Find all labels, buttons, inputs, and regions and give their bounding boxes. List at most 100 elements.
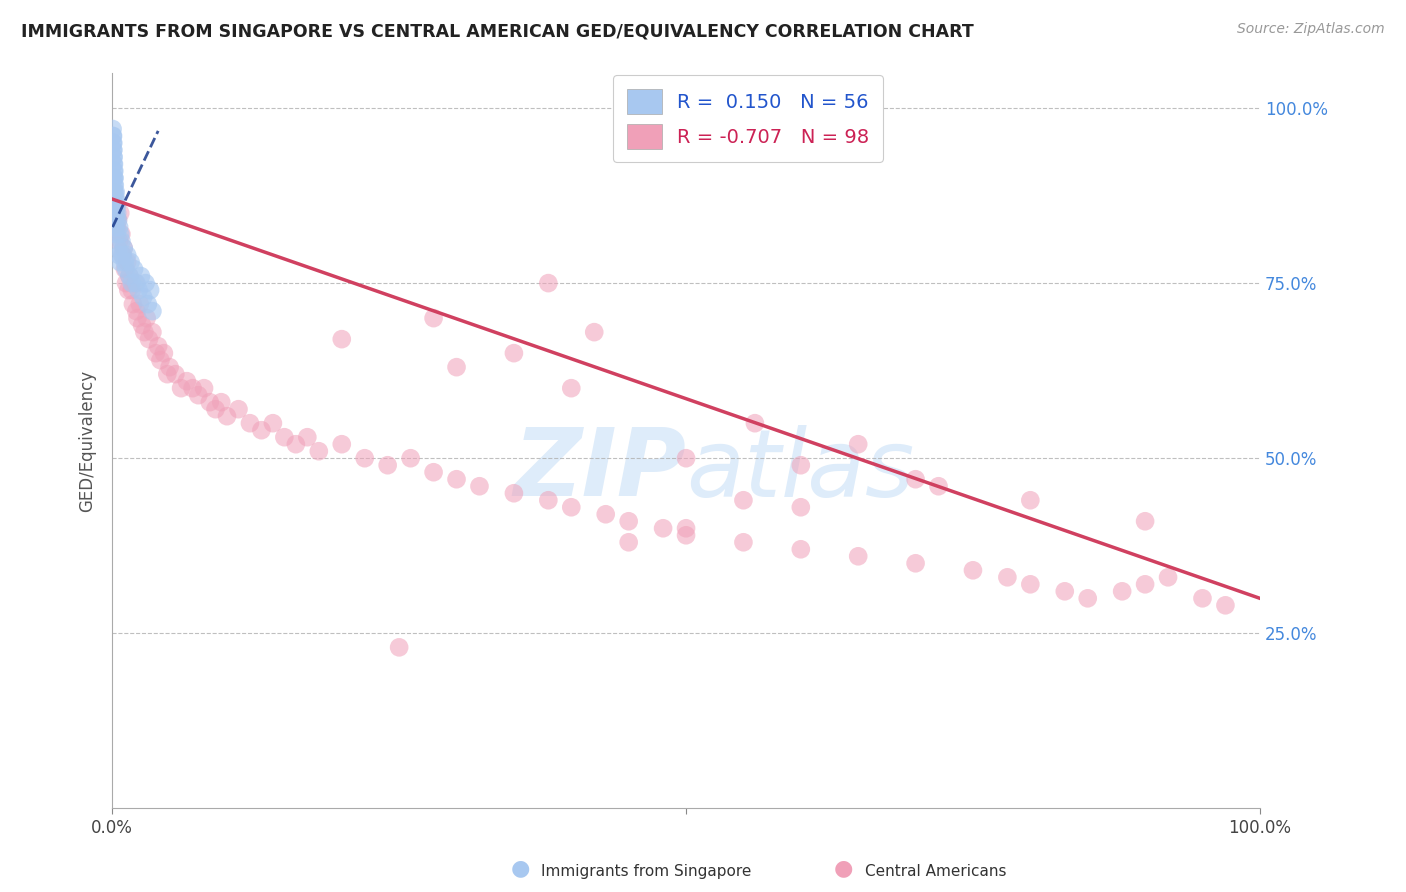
Point [114, 262, 136, 277]
Point [537, 493, 560, 508]
Point [446, 360, 468, 375]
Point [120, 255, 142, 269]
Point [262, 416, 284, 430]
Point [103, 185, 125, 199]
Point [121, 283, 143, 297]
Point [115, 262, 138, 277]
Point [215, 409, 238, 424]
Point [284, 437, 307, 451]
Point [790, 500, 813, 515]
Point [503, 346, 526, 360]
Point [117, 283, 139, 297]
Point [1019, 493, 1042, 508]
Point [141, 325, 163, 339]
Point [105, 227, 128, 241]
Point [105, 220, 128, 235]
Point [145, 346, 167, 360]
Point [239, 416, 262, 430]
Point [122, 262, 145, 277]
Text: Source: ZipAtlas.com: Source: ZipAtlas.com [1237, 22, 1385, 37]
Point [107, 213, 129, 227]
Point [110, 227, 132, 241]
Point [118, 269, 141, 284]
Point [132, 290, 155, 304]
Point [115, 276, 138, 290]
Point [105, 206, 128, 220]
Point [308, 444, 330, 458]
Point [560, 500, 582, 515]
Point [129, 269, 152, 284]
Point [790, 458, 813, 473]
Point [135, 276, 157, 290]
Point [446, 472, 468, 486]
Point [962, 563, 984, 577]
Point [103, 143, 125, 157]
Point [112, 241, 135, 255]
Point [127, 311, 149, 326]
Point [122, 297, 145, 311]
Point [104, 220, 127, 235]
Point [181, 381, 204, 395]
Point [1019, 577, 1042, 591]
Point [103, 213, 125, 227]
Point [104, 192, 127, 206]
Point [124, 276, 146, 290]
Point [228, 402, 250, 417]
Point [103, 185, 125, 199]
Point [422, 465, 444, 479]
Point [125, 276, 148, 290]
Point [110, 227, 132, 241]
Point [128, 283, 150, 297]
Point [103, 171, 125, 186]
Point [121, 276, 143, 290]
Point [744, 416, 766, 430]
Point [1191, 591, 1213, 606]
Point [675, 451, 697, 466]
Point [101, 122, 124, 136]
Point [468, 479, 491, 493]
Point [595, 508, 617, 522]
Point [422, 311, 444, 326]
Point [103, 171, 125, 186]
Point [101, 128, 124, 143]
Point [560, 381, 582, 395]
Point [101, 150, 124, 164]
Point [112, 241, 135, 255]
Point [652, 521, 675, 535]
Text: atlas: atlas [686, 425, 914, 516]
Point [104, 199, 127, 213]
Point [108, 248, 131, 262]
Point [733, 535, 755, 549]
Text: ZIP: ZIP [513, 424, 686, 516]
Point [353, 451, 375, 466]
Point [198, 395, 221, 409]
Point [149, 353, 172, 368]
Point [1133, 514, 1156, 528]
Point [115, 248, 138, 262]
Point [675, 528, 697, 542]
Point [134, 325, 156, 339]
Point [1111, 584, 1133, 599]
Point [159, 360, 181, 375]
Point [209, 395, 232, 409]
Point [103, 206, 125, 220]
Point [377, 458, 399, 473]
Point [1077, 591, 1099, 606]
Point [617, 535, 640, 549]
Point [128, 297, 150, 311]
Point [111, 248, 134, 262]
Point [104, 178, 127, 192]
Point [273, 430, 295, 444]
Point [995, 570, 1018, 584]
Legend: R =  0.150   N = 56, R = -0.707   N = 98: R = 0.150 N = 56, R = -0.707 N = 98 [613, 75, 883, 162]
Point [165, 367, 187, 381]
Point [141, 304, 163, 318]
Point [105, 192, 128, 206]
Point [103, 157, 125, 171]
Point [139, 283, 162, 297]
Point [110, 206, 132, 220]
Point [104, 206, 127, 220]
Point [135, 311, 157, 326]
Point [399, 451, 422, 466]
Point [105, 213, 128, 227]
